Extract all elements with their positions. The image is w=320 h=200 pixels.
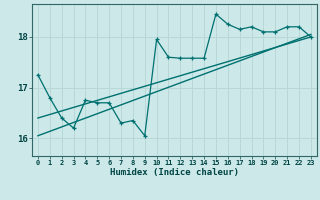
X-axis label: Humidex (Indice chaleur): Humidex (Indice chaleur) xyxy=(110,168,239,177)
